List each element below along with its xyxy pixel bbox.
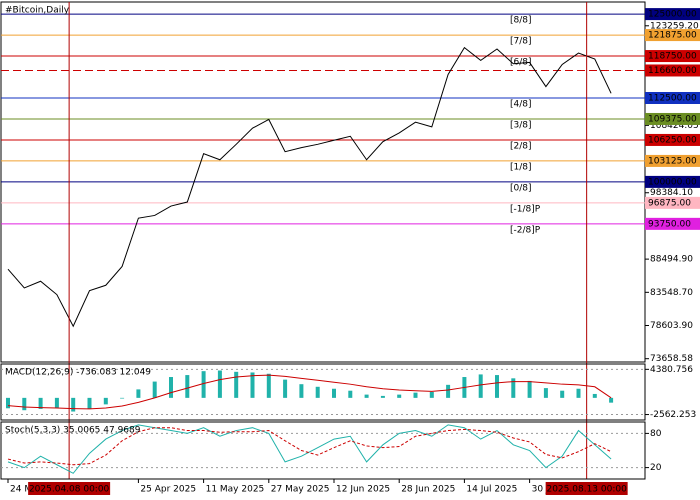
macd-bar [38, 397, 43, 409]
macd-bar [478, 374, 483, 398]
y-tick-label: 98384.10 [650, 188, 693, 198]
y-tick-label: 123259.20 [650, 21, 699, 31]
marker-box [28, 482, 111, 495]
macd-bar [217, 370, 222, 398]
level-label: 118750.00 [648, 52, 697, 62]
level-label: 109375.00 [648, 114, 697, 124]
macd-bar [169, 377, 173, 398]
level-box [645, 92, 700, 105]
murrey-tag: [7/8] [510, 37, 532, 47]
macd-bar [413, 392, 418, 398]
macd-bar [364, 394, 369, 398]
macd-bar [495, 375, 499, 398]
macd-bar [315, 386, 320, 398]
macd-bar [609, 397, 614, 403]
level-box [645, 29, 700, 42]
macd-bar [185, 375, 190, 398]
macd-bar [429, 392, 434, 398]
x-tick-label: 27 May 2025 [271, 485, 330, 495]
x-tick-label: 12 Jun 2025 [336, 485, 390, 495]
macd-bar [446, 384, 451, 398]
murrey-tag: [-2/8]P [510, 225, 541, 235]
level-label: 112500.00 [648, 94, 697, 104]
macd-bar [527, 380, 532, 398]
level-label: 125000.00 [648, 10, 697, 20]
signal-line [7, 374, 612, 410]
macd-bar [560, 390, 565, 398]
y-tick-label: 20 [650, 463, 662, 473]
price-line [7, 46, 612, 328]
panel-title: #Bitcoin,Daily [5, 6, 70, 16]
macd-bar [6, 397, 10, 409]
murrey-tag: [0/8] [510, 183, 532, 193]
x-tick-label: 11 May 2025 [206, 485, 265, 495]
murrey-tag: [6/8] [510, 58, 532, 68]
panel-title: Stoch(5,3,3) 35.0065 47.9689 [5, 426, 141, 436]
marker-box [545, 482, 628, 495]
level-box [645, 112, 700, 125]
macd-bar [397, 394, 402, 398]
macd-bar [201, 371, 206, 398]
marker-label: 2025.04.08 00:00 [29, 485, 110, 495]
macd-bar [380, 395, 385, 398]
x-tick-label: 25 Apr 2025 [140, 485, 196, 495]
level-box [645, 133, 700, 146]
macd-bar [543, 388, 548, 398]
x-tick-label: 28 Jun 2025 [401, 485, 455, 495]
macd-bar [22, 397, 27, 411]
macd-bar [136, 389, 141, 398]
y-tick-label: 83548.70 [650, 288, 693, 298]
marker-label: 2025.08.13 00:00 [546, 485, 627, 495]
y-tick-label: 80 [650, 429, 662, 439]
level-label: 96875.00 [648, 198, 691, 208]
y-tick-label: 73658.58 [650, 354, 693, 364]
macd-bar [103, 397, 108, 405]
level-label: 93750.00 [648, 219, 691, 229]
macd-bar [283, 379, 288, 398]
macd-bar [120, 397, 125, 399]
macd-bar [299, 384, 304, 398]
x-tick-label: 14 Jul 2025 [466, 485, 517, 495]
macd-bar [266, 373, 271, 398]
macd-bar [348, 390, 353, 398]
level-label: 100000.00 [648, 177, 697, 187]
level-label: 103125.00 [648, 156, 697, 166]
level-box [645, 50, 700, 63]
macd-bar [152, 381, 157, 398]
y-tick-label: 108424.05 [650, 121, 699, 131]
y-tick-label: -2562.253 [650, 410, 696, 420]
macd-bar [250, 372, 255, 398]
macd-bar [576, 388, 581, 398]
level-box [645, 8, 700, 21]
level-label: 106250.00 [648, 135, 697, 145]
macd-bar [71, 397, 76, 412]
y-tick-label: 88494.90 [650, 255, 693, 265]
level-label: 121875.00 [648, 31, 697, 41]
macd-bar [332, 388, 336, 398]
price-line [7, 424, 612, 474]
macd-bar [87, 397, 92, 409]
murrey-tag: [4/8] [510, 100, 532, 110]
price-box [645, 64, 700, 77]
level-box [645, 175, 700, 188]
macd-bar [234, 371, 239, 398]
macd-bar [54, 397, 59, 408]
macd-bar [592, 393, 597, 398]
murrey-tag: [-1/8]P [510, 204, 541, 214]
level-box [645, 154, 700, 167]
murrey-tag: [3/8] [510, 120, 532, 130]
level-box [645, 217, 700, 230]
level-box [645, 196, 700, 209]
price-label: 116600.00 [648, 66, 697, 76]
murrey-tag: [1/8] [510, 162, 532, 172]
macd-bar [511, 378, 516, 398]
murrey-tag: [8/8] [510, 16, 532, 26]
y-tick-label: 4380.756 [650, 365, 693, 375]
panel-title: MACD(12,26,9) -736.083 12.049 [5, 368, 151, 378]
y-tick-label: 78603.90 [650, 321, 693, 331]
murrey-tag: [2/8] [510, 141, 532, 151]
